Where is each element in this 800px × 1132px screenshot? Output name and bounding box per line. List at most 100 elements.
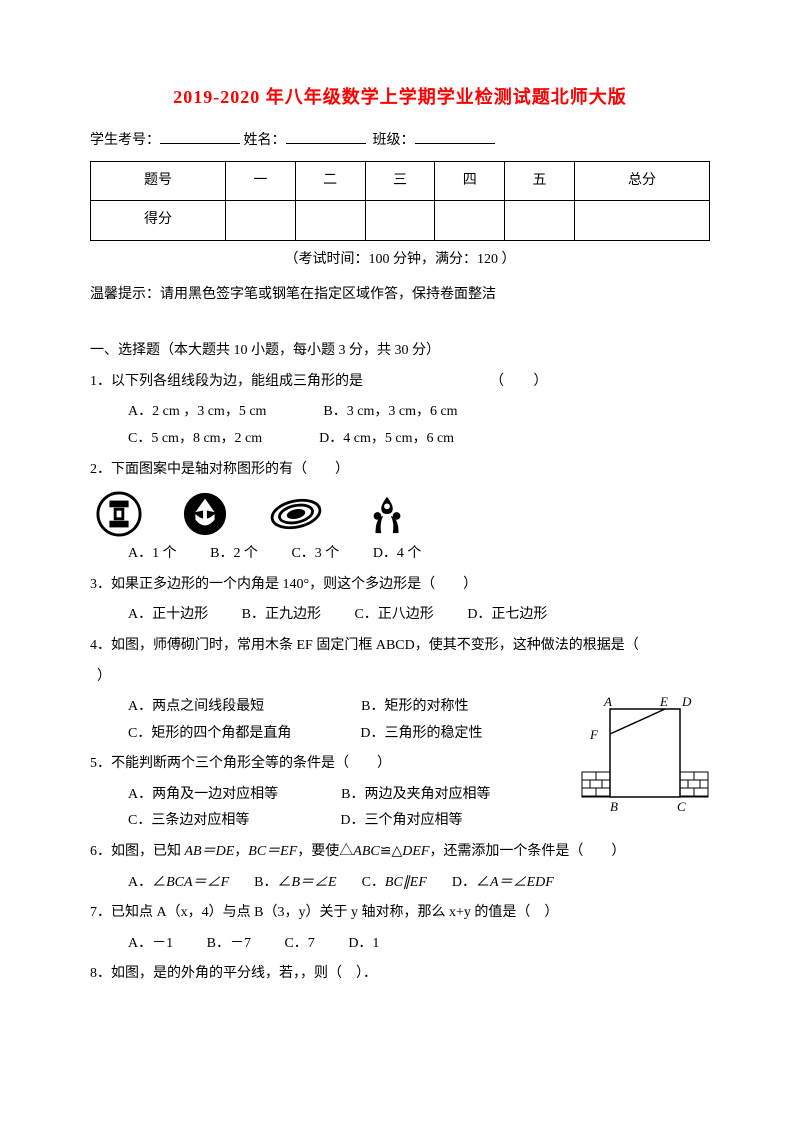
hint: 温馨提示：请用黑色签字笔或钢笔在指定区域作答，保持卷面整洁 — [90, 282, 710, 309]
th-1: 一 — [225, 161, 295, 201]
q6-sep1: ， — [234, 844, 248, 859]
q6-b-mid: B＝∠E — [291, 875, 336, 890]
q4-c: C．矩形的四个角都是直角 — [128, 726, 291, 741]
q6-s1: 6．如图，已知 — [90, 844, 185, 859]
q4-a: A．两点之间线段最短 — [128, 699, 264, 714]
q6-s3: ，还需添加一个条件是（ ） — [429, 844, 625, 859]
exam-title: 2019-2020 年八年级数学上学期学业检测试题北师大版 — [90, 80, 710, 114]
q6-a-mid: BCA＝∠F — [166, 875, 229, 890]
lbl-F: F — [589, 727, 599, 742]
icbc-logo-icon — [96, 491, 142, 537]
q4-b: B．矩形的对称性 — [361, 699, 468, 714]
q6-def: DEF — [402, 844, 429, 859]
q6-c-pre: C． — [362, 875, 385, 890]
lbl-A: A — [603, 694, 612, 709]
q1-paren: （ ） — [490, 374, 548, 389]
th-4: 四 — [435, 161, 505, 201]
q2-a: A．1 个 — [128, 546, 177, 561]
q1-c: C．5 cm，8 cm，2 cm — [128, 431, 262, 446]
q7-stem: 7．已知点 A（x，4）与点 B（3，y）关于 y 轴对称，那么 x+y 的值是… — [90, 900, 710, 927]
cell[interactable] — [574, 201, 709, 241]
q1-b: B．3 cm，3 cm，6 cm — [323, 404, 457, 419]
q2-stem: 2．下面图案中是轴对称图形的有（ ） — [90, 457, 710, 484]
id-blank[interactable] — [160, 129, 240, 144]
name-label: 姓名： — [244, 133, 286, 148]
q7-b: B．－7 — [207, 936, 251, 951]
q5-b: B．两边及夹角对应相等 — [341, 787, 490, 802]
page: 2019-2020 年八年级数学上学期学业检测试题北师大版 学生考号： 姓名： … — [0, 0, 800, 1032]
q4-d: D．三角形的稳定性 — [360, 726, 482, 741]
q6-opts: A．∠BCA＝∠F B．∠B＝∠E C．BC∥EF D．∠A＝∠EDF — [90, 870, 710, 897]
q1-opts-2: C．5 cm，8 cm，2 cm D．4 cm，5 cm，6 cm — [90, 426, 710, 453]
q7-opts: A．－1 B．－7 C．7 D．1 — [90, 931, 710, 958]
q4: 4．如图，师傅砌门时，常用木条 EF 固定门框 ABCD，使其不变形，这种做法的… — [90, 633, 710, 660]
q1-opts-1: A．2 cm ，3 cm，5 cm B．3 cm，3 cm，6 cm — [90, 399, 710, 426]
q1: 1．以下列各组线段为边，能组成三角形的是 （ ） — [90, 369, 710, 396]
cell[interactable] — [225, 201, 295, 241]
lbl-E: E — [659, 694, 668, 709]
q7-a: A．－1 — [128, 936, 173, 951]
name-blank[interactable] — [286, 129, 366, 144]
q2-c: C．3 个 — [291, 546, 339, 561]
q7-d: D．1 — [348, 936, 379, 951]
q6-s2: ，要使△ — [297, 844, 353, 859]
q6-d-pre: D．∠ — [452, 875, 490, 890]
lbl-B: B — [610, 799, 618, 814]
q2-b: B．2 个 — [210, 546, 258, 561]
id-label: 学生考号： — [90, 133, 160, 148]
mobile-logo-icon — [268, 493, 324, 535]
table-row: 题号 一 二 三 四 五 总分 — [91, 161, 710, 201]
section-1-title: 一、选择题（本大题共 10 小题，每小题 3 分，共 30 分） — [90, 338, 710, 365]
cell[interactable] — [505, 201, 575, 241]
row2-label: 得分 — [91, 201, 226, 241]
q2-logos — [90, 487, 710, 541]
cell[interactable] — [435, 201, 505, 241]
score-table: 题号 一 二 三 四 五 总分 得分 — [90, 161, 710, 241]
q4-b: ） — [90, 664, 710, 691]
th-3: 三 — [365, 161, 435, 201]
q6: 6．如图，已知 AB＝DE，BC＝EF，要使△ABC≌△DEF，还需添加一个条件… — [90, 839, 710, 866]
q1-a: A．2 cm ，3 cm，5 cm — [128, 404, 266, 419]
q3-d: D．正七边形 — [467, 607, 547, 622]
q4-stem-a: 4．如图，师傅砌门时，常用木条 EF 固定门框 ABCD，使其不变形，这种做法的… — [90, 638, 639, 653]
q4-stem-b: ） — [97, 669, 111, 684]
q6-abc: ABC — [353, 844, 379, 859]
student-meta: 学生考号： 姓名： 班级： — [90, 128, 710, 155]
q6-b-pre: B．∠ — [254, 875, 291, 890]
q8-stem: 8．如图，是的外角的平分线，若，，则（ ）． — [90, 961, 710, 988]
q3-c: C．正八边形 — [354, 607, 433, 622]
th-0: 题号 — [91, 161, 226, 201]
th-6: 总分 — [574, 161, 709, 201]
q6-cong: ≌△ — [380, 844, 403, 859]
q6-c-mid: BC∥EF — [385, 875, 427, 890]
q3-b: B．正九边形 — [242, 607, 321, 622]
q2-opts: A．1 个 B．2 个 C．3 个 D．4 个 — [90, 541, 710, 568]
abc-logo-icon — [182, 491, 228, 537]
q3-stem: 3．如果正多边形的一个内角是 140°，则这个多边形是（ ） — [90, 572, 710, 599]
q3-opts: A．正十边形 B．正九边形 C．正八边形 D．正七边形 — [90, 602, 710, 629]
q5-a: A．两角及一边对应相等 — [128, 787, 278, 802]
q6-bcef: BC＝EF — [248, 844, 297, 859]
q1-d: D．4 cm，5 cm，6 cm — [319, 431, 454, 446]
q3-a: A．正十边形 — [128, 607, 208, 622]
q6-abde: AB＝DE — [185, 844, 235, 859]
q5-stem: 5．不能判断两个三个角形全等的条件是（ ） — [90, 751, 710, 778]
people-logo-icon — [364, 491, 410, 537]
lbl-C: C — [677, 799, 686, 814]
q6-d-mid: A＝∠EDF — [490, 875, 554, 890]
q7-c: C．7 — [284, 936, 314, 951]
q5-c: C．三条边对应相等 — [128, 813, 249, 828]
table-row: 得分 — [91, 201, 710, 241]
q2-d: D．4 个 — [373, 546, 422, 561]
lbl-D: D — [681, 694, 692, 709]
class-label: 班级： — [373, 133, 415, 148]
class-blank[interactable] — [415, 129, 495, 144]
cell[interactable] — [295, 201, 365, 241]
q5-d: D．三个角对应相等 — [340, 813, 462, 828]
th-2: 二 — [295, 161, 365, 201]
q1-stem: 1．以下列各组线段为边，能组成三角形的是 — [90, 374, 363, 389]
q6-a-pre: A．∠ — [128, 875, 166, 890]
exam-info: （考试时间：100 分钟，满分：120 ） — [90, 247, 710, 274]
cell[interactable] — [365, 201, 435, 241]
th-5: 五 — [505, 161, 575, 201]
